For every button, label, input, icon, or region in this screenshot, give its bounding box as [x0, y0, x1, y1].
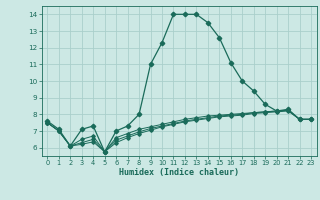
X-axis label: Humidex (Indice chaleur): Humidex (Indice chaleur) [119, 168, 239, 177]
